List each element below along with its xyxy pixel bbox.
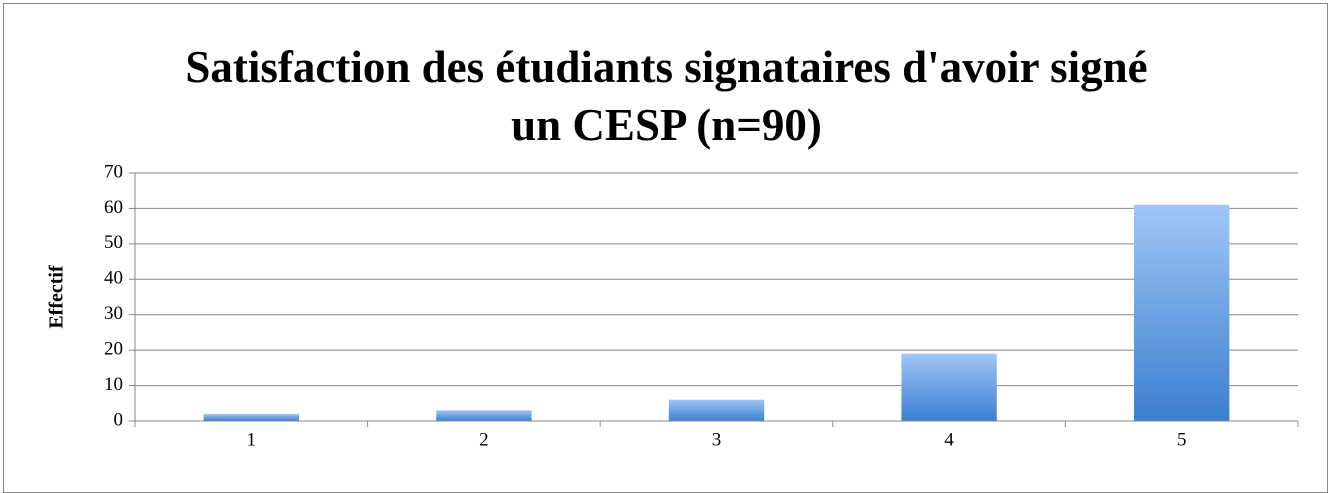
y-tick-label: 0 xyxy=(114,409,124,430)
chart: Effectif 0 10 20 30 40 50 60 70 1 2 3 4 5 xyxy=(46,161,1299,450)
x-tick-label: 2 xyxy=(479,429,489,450)
bar xyxy=(668,399,765,421)
x-tick-label: 4 xyxy=(944,429,954,450)
y-tick-label: 70 xyxy=(104,161,123,182)
y-tick-label: 10 xyxy=(104,374,123,395)
y-axis-label: Effectif xyxy=(46,265,68,329)
x-tick-label: 5 xyxy=(1177,429,1187,450)
y-tick-label: 50 xyxy=(104,232,123,253)
bar xyxy=(1134,204,1230,421)
y-tick-label: 30 xyxy=(104,303,123,324)
y-tick-label: 20 xyxy=(104,339,123,360)
bar xyxy=(901,353,997,421)
chart-title: Satisfaction des étudiants signataires d… xyxy=(185,42,1148,150)
bar xyxy=(436,410,532,421)
y-tick-label: 40 xyxy=(104,268,123,289)
page: {"chart_data": {"type": "bar", "title": … xyxy=(3,3,1328,493)
x-tick-label: 3 xyxy=(712,429,722,450)
y-tick-label: 60 xyxy=(104,197,123,218)
x-tick-label: 1 xyxy=(247,429,257,450)
bar xyxy=(203,413,299,421)
